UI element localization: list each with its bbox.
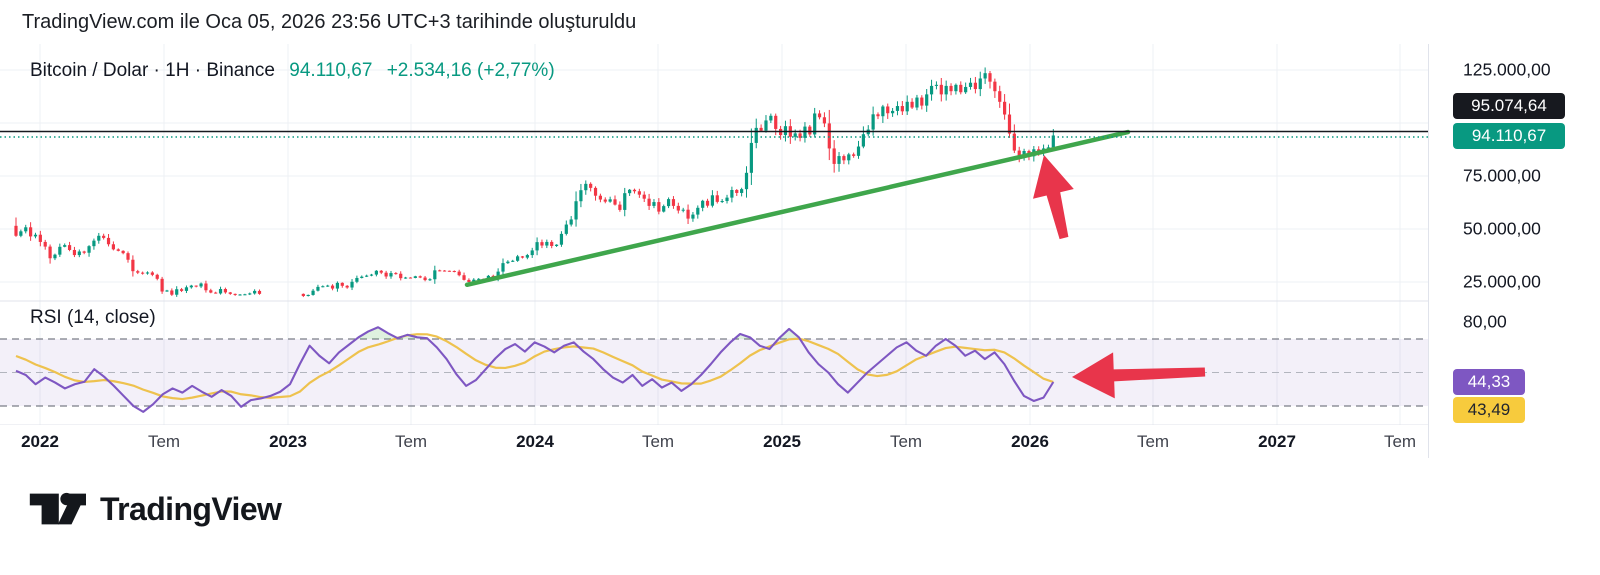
rsi-ma-value-badge: 43,49 (1453, 397, 1525, 423)
price-scale[interactable]: 125.000,00 75.000,00 50.000,00 25.000,00 80,… (1428, 44, 1600, 458)
time-tick-label: Tem (147, 432, 181, 451)
chart-legend: Bitcoin / Dolar · 1H · Binance 94.110,67… (30, 60, 555, 82)
rsi-line (15, 326, 1055, 413)
attribution-text: TradingView.com ile Oca 05, 2026 23:56 U… (22, 11, 637, 33)
trendline-drawing[interactable] (464, 129, 1131, 288)
tradingview-logo-icon (29, 492, 86, 525)
time-tick-label: Tem (1136, 432, 1170, 451)
axis-label: 25.000,00 (1463, 271, 1541, 292)
time-tick-label: Tem (889, 432, 923, 451)
time-tick-label: 2027 (1258, 432, 1296, 451)
red-arrow-left-drawing[interactable] (1072, 352, 1206, 399)
chart-plot-area[interactable] (0, 44, 1428, 458)
price-change: +2.534,16 (+2,77%) (386, 60, 555, 81)
prev-close-badge: 95.074,64 (1453, 93, 1565, 119)
time-tick-label: 2026 (1011, 432, 1049, 451)
symbol-title[interactable]: Bitcoin / Dolar · 1H · Binance (30, 60, 275, 81)
time-tick-label: Tem (641, 432, 675, 451)
time-scale[interactable]: 2022 Tem 2023 Tem 2024 Tem 2025 Tem 2026 Tem 2027 T… (0, 425, 1428, 458)
time-tick-label: 2022 (21, 432, 59, 451)
rsi-indicator-label[interactable]: RSI (14, close) (30, 307, 156, 328)
time-tick-label: Tem (394, 432, 428, 451)
tradingview-logo[interactable]: TradingView (28, 486, 282, 532)
axis-label: 80,00 (1463, 311, 1507, 332)
axis-label: 75.000,00 (1463, 165, 1541, 186)
time-tick-label: 2023 (269, 432, 307, 451)
red-arrow-up-drawing[interactable] (1033, 155, 1074, 240)
time-tick-label: 2025 (763, 432, 801, 451)
axis-label: 125.000,00 (1463, 59, 1551, 80)
axis-label: 50.000,00 (1463, 218, 1541, 239)
rsi-value-badge: 44,33 (1453, 369, 1525, 395)
last-price: 94.110,67 (289, 60, 373, 81)
time-tick-label: 2024 (516, 432, 554, 451)
rsi-ma-line (15, 333, 1054, 401)
current-price-badge: 94.110,67 (1453, 123, 1565, 149)
tradingview-logo-text: TradingView (100, 490, 282, 527)
time-tick-label: Tem (1383, 432, 1417, 451)
